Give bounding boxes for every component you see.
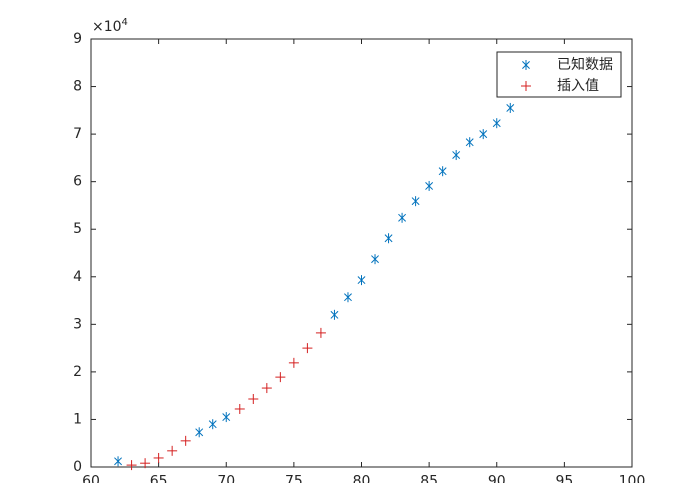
marker-stroke [438,167,447,176]
marker-stroke [492,119,501,128]
asterisk-marker [425,180,434,191]
marker-stroke [522,61,530,69]
marker-stroke [425,181,434,190]
asterisk-marker [452,150,461,161]
y-multiplier: ×104 [92,17,128,35]
x-tick-label: 75 [285,474,303,483]
marker-stroke [330,310,339,319]
marker-stroke [344,293,352,302]
plot-area [90,38,633,468]
asterisk-marker [398,212,407,223]
asterisk-marker [344,292,352,303]
asterisk-marker [208,419,217,430]
x-tick-label: 70 [217,474,235,483]
plus-marker [288,357,299,368]
plus-marker [315,327,326,338]
y-multiplier-base: ×10 [92,19,122,35]
asterisk-marker [438,166,447,177]
y-tick-label: 1 [73,411,82,427]
plus-marker [180,435,191,446]
y-tick-label: 5 [73,221,82,237]
marker-stroke [208,420,217,429]
marker-stroke [506,104,515,112]
marker-stroke [479,130,488,139]
plus-marker [275,372,286,383]
legend-label: 插入值 [557,78,599,94]
y-multiplier-exponent: 4 [122,17,128,28]
asterisk-marker [506,102,515,113]
y-tick-label: 6 [73,174,82,190]
plus-marker [167,445,178,456]
y-tick-label: 3 [73,316,82,332]
x-tick-label: 60 [82,474,100,483]
x-tick-label: 80 [353,474,371,483]
asterisk-marker [222,412,231,423]
asterisk-marker [195,427,204,438]
marker-stroke [371,255,379,264]
plus-marker [140,458,151,469]
marker-stroke [195,428,204,437]
marker-stroke [465,138,474,147]
legend-label: 已知数据 [557,56,613,73]
marker-stroke [411,197,420,206]
asterisk-marker [330,309,339,320]
asterisk-marker [465,137,474,148]
y-tick-label: 2 [73,364,82,380]
y-tick-label: 4 [73,269,82,285]
marker-stroke [452,151,461,159]
x-tick-label: 65 [150,474,168,483]
marker-stroke [357,276,366,285]
marker-stroke [222,413,231,422]
plus-marker [126,460,137,471]
plus-marker [521,81,531,91]
asterisk-marker [522,60,530,70]
asterisk-marker [479,129,488,140]
plus-marker [248,393,259,404]
legend-box [496,51,622,98]
asterisk-marker [357,275,366,286]
asterisk-marker [411,196,420,207]
asterisk-marker [371,254,379,265]
y-tick-label: 8 [73,79,82,95]
marker-stroke [398,213,407,222]
marker-stroke [384,234,393,243]
plus-marker [234,403,245,414]
y-tick-label: 0 [73,459,82,475]
asterisk-marker [384,233,393,244]
marker-stroke [114,457,123,466]
x-tick-label: 85 [420,474,438,483]
asterisk-marker [492,118,501,129]
plus-marker [153,452,164,463]
x-tick-label: 90 [488,474,506,483]
plus-marker [261,383,272,394]
x-tick-label: 95 [555,474,573,483]
asterisk-marker [114,456,123,467]
y-tick-label: 9 [73,31,82,47]
x-tick-label: 100 [619,474,646,483]
y-tick-label: 7 [73,126,82,142]
plus-marker [302,343,313,354]
